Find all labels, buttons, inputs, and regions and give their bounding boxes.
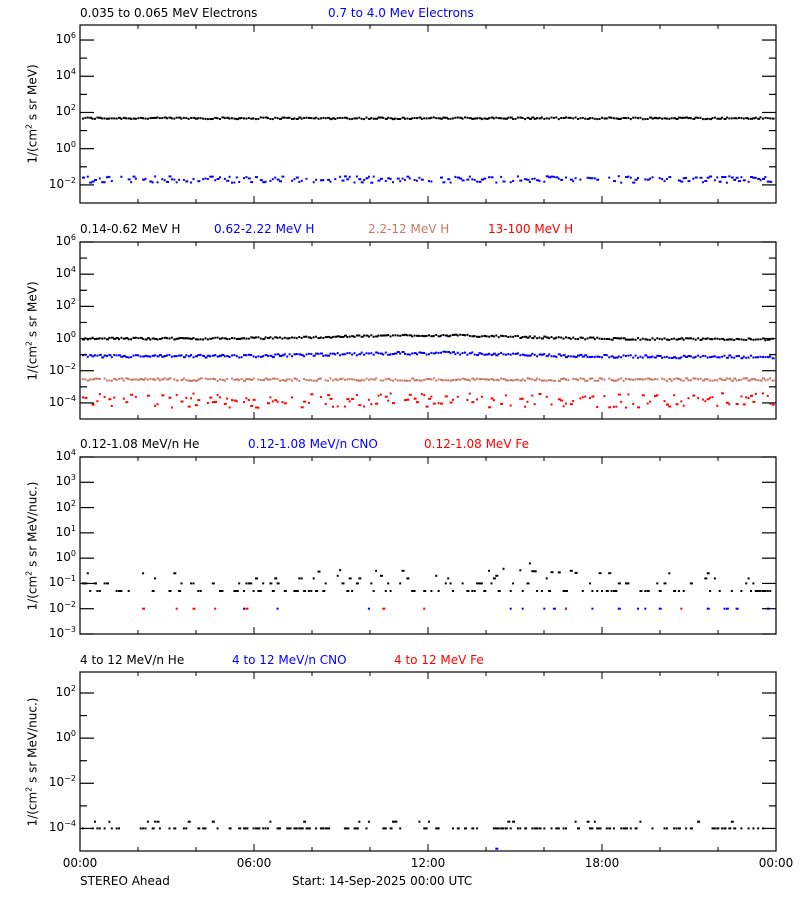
plot-protons xyxy=(79,241,777,420)
legend-h-0: 0.14-0.62 MeV H xyxy=(80,222,181,236)
legend-electrons-high: 0.7 to 4.0 Mev Electrons xyxy=(328,6,474,20)
y-axis-title: 1/(cm2 s sr MeV/nuc.) xyxy=(23,481,39,610)
y-tick-label: 10−1 xyxy=(48,574,76,590)
plot-frame xyxy=(79,241,777,420)
y-tick-label: 104 xyxy=(55,448,76,464)
y-tick-label: 106 xyxy=(55,233,76,249)
series-2-2-12-mev-h xyxy=(82,377,775,382)
y-tick-label: 10−2 xyxy=(48,175,76,191)
legend-cno-high: 4 to 12 MeV/n CNO xyxy=(232,653,347,667)
y-tick-label: 10−2 xyxy=(48,361,76,377)
y-tick-label: 100 xyxy=(55,139,76,155)
series-0-12-1-08-mev-n-cno xyxy=(243,607,770,610)
y-tick-label: 102 xyxy=(55,683,76,699)
x-tick-label: 12:00 xyxy=(410,856,446,870)
y-axis-title: 1/(cm2 s sr MeV/nuc.) xyxy=(23,697,39,826)
y-tick-label: 102 xyxy=(55,103,76,119)
plot-frame xyxy=(79,24,777,204)
series-4-to-12-mev-n-he xyxy=(82,820,764,830)
y-tick-label: 10−4 xyxy=(48,819,76,835)
series-0-7-to-4-0-mev-electrons xyxy=(82,175,773,184)
series-0-12-1-08-mev-fe xyxy=(142,607,683,610)
legend-fe-low: 0.12-1.08 MeV Fe xyxy=(424,437,529,451)
legend-he-low: 0.12-1.08 MeV/n He xyxy=(80,437,200,451)
series-4-to-12-mev-n-cno xyxy=(495,847,499,850)
legend-electrons-low: 0.035 to 0.065 MeV Electrons xyxy=(80,6,258,20)
x-tick-label: 18:00 xyxy=(584,856,620,870)
series-13-100-mev-h xyxy=(82,392,775,409)
plot-frame xyxy=(79,671,777,852)
y-tick-label: 10−4 xyxy=(48,393,76,409)
y-tick-label: 103 xyxy=(55,473,76,489)
y-tick-label: 106 xyxy=(55,31,76,47)
legend-h-2: 2.2-12 MeV H xyxy=(368,222,450,236)
y-axis-title: 1/(cm2 s sr MeV) xyxy=(24,280,40,381)
spacecraft-label: STEREO Ahead xyxy=(80,874,170,888)
plot-frame xyxy=(79,456,777,635)
plot-electrons xyxy=(79,24,777,204)
y-tick-label: 102 xyxy=(55,498,76,514)
legend-h-3: 13-100 MeV H xyxy=(488,222,574,236)
start-time-label: Start: 14-Sep-2025 00:00 UTC xyxy=(292,874,473,888)
series-0-14-0-62-mev-h xyxy=(82,333,774,342)
series-0-12-1-08-mev-n-he xyxy=(82,562,772,592)
y-tick-label: 101 xyxy=(55,523,76,539)
y-tick-label: 102 xyxy=(55,297,76,313)
y-tick-label: 104 xyxy=(55,67,76,83)
plot-heavy-high xyxy=(79,671,777,852)
plot-heavy-low xyxy=(79,456,777,635)
legend-h-1: 0.62-2.22 MeV H xyxy=(214,222,315,236)
series-0-62-2-22-mev-h xyxy=(82,350,775,360)
legend-cno-low: 0.12-1.08 MeV/n CNO xyxy=(248,437,378,451)
y-axis-title: 1/(cm2 s sr MeV) xyxy=(24,64,40,164)
y-tick-label: 10−3 xyxy=(48,625,76,641)
y-tick-label: 100 xyxy=(55,329,76,345)
y-tick-label: 104 xyxy=(55,265,76,281)
x-tick-label: 00:00 xyxy=(758,856,794,870)
y-tick-label: 100 xyxy=(55,729,76,745)
y-tick-label: 10−2 xyxy=(48,599,76,615)
y-tick-label: 100 xyxy=(55,549,76,565)
series-0-035-to-0-065-mev-electrons xyxy=(82,116,775,121)
y-tick-label: 10−2 xyxy=(48,774,76,790)
legend-fe-high: 4 to 12 MeV Fe xyxy=(394,653,484,667)
x-tick-label: 06:00 xyxy=(236,856,272,870)
x-tick-label: 00:00 xyxy=(62,856,98,870)
legend-he-high: 4 to 12 MeV/n He xyxy=(80,653,185,667)
